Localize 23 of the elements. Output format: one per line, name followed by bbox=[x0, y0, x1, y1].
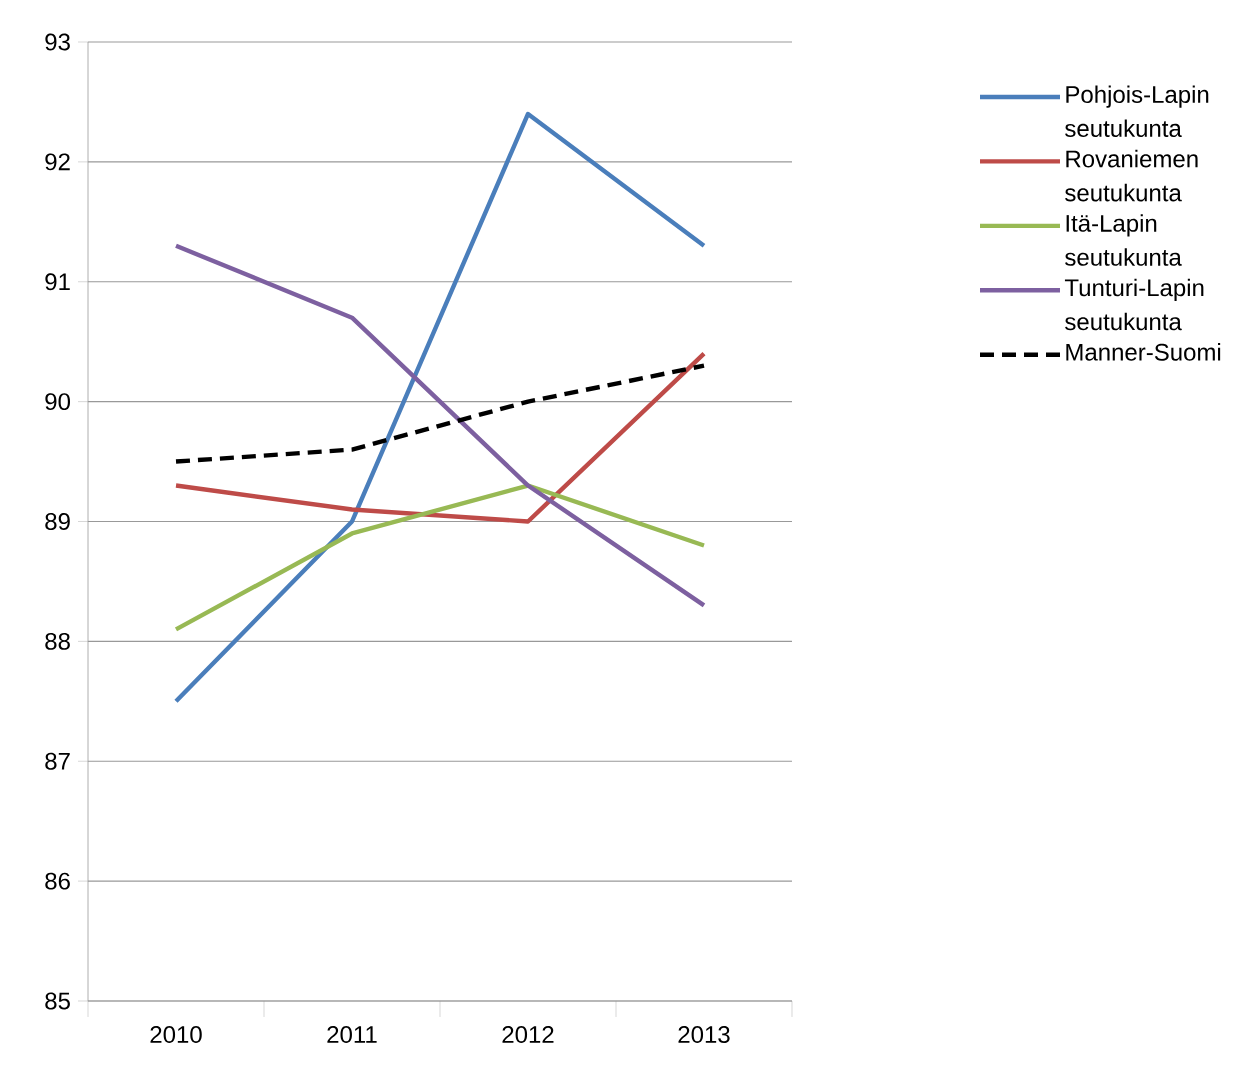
y-tick-label: 89 bbox=[45, 513, 70, 530]
x-tick-label: 2012 bbox=[502, 1026, 554, 1044]
legend-label: Rovaniemen seutukunta bbox=[1065, 149, 1198, 202]
y-tick-label: 92 bbox=[45, 153, 70, 171]
legend-label: Manner-Suomi bbox=[1066, 343, 1221, 361]
x-tick-label: 2013 bbox=[678, 1026, 730, 1044]
line-series bbox=[173, 243, 707, 608]
y-tick-label: 85 bbox=[45, 992, 70, 1010]
line-series bbox=[173, 351, 707, 524]
legend-label: Itä-Lapin seutukunta bbox=[1065, 214, 1182, 266]
y-tick-label: 93 bbox=[45, 33, 70, 51]
y-tick-label: 90 bbox=[45, 393, 71, 411]
y-tick-label: 91 bbox=[45, 273, 70, 291]
line-series bbox=[173, 363, 707, 464]
x-tick-label: 2011 bbox=[327, 1026, 377, 1044]
y-tick-label: 87 bbox=[45, 752, 70, 770]
legend-label: Pohjois-Lapin seutukunta bbox=[1065, 85, 1209, 137]
y-tick-label: 88 bbox=[45, 632, 70, 650]
y-tick-label: 86 bbox=[45, 872, 70, 890]
line-series bbox=[173, 111, 707, 704]
x-tick-label: 2010 bbox=[150, 1026, 202, 1044]
legend-label: Tunturi-Lapin seutukunta bbox=[1064, 278, 1204, 331]
line-series bbox=[173, 483, 707, 632]
